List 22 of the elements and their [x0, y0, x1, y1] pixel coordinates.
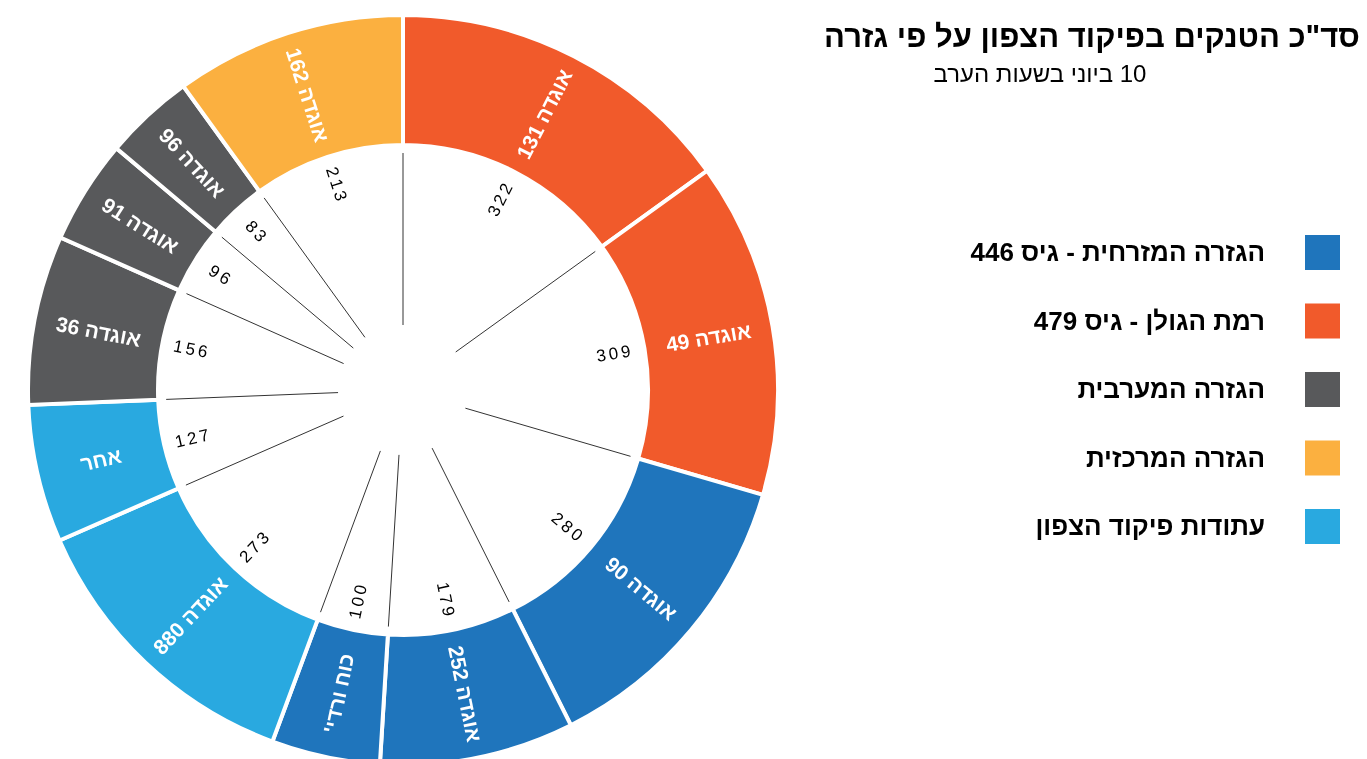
text: סד"כ הטנקים בפיקוד הצפון על פי גזרה — [824, 19, 1360, 54]
data-label: 213 — [322, 164, 352, 207]
text: 10 ביוני בשעות הערב — [933, 60, 1147, 87]
slice-label: אוגדה 131 — [511, 65, 577, 163]
slice-label: אוגדה 49 — [664, 318, 753, 357]
data-label: 179 — [432, 580, 460, 621]
slice-label: אוגדה 252 — [443, 643, 486, 744]
data-label: 83 — [241, 216, 273, 248]
data-label: 309 — [594, 341, 635, 367]
data-label: 280 — [547, 508, 589, 547]
data-label: 127 — [173, 424, 214, 452]
slice-label: אחר — [78, 443, 124, 476]
data-label: 156 — [171, 336, 212, 363]
legend: הגזרה המזרחית - גיס 446 רמת הגולן - גיס 479 הגזרה המערבית הגזרה המרכזית עתודות פיקוד הצפון — [970, 235, 1340, 544]
slice-label: אוגדה 162 — [281, 45, 334, 145]
data-label: 100 — [345, 580, 372, 621]
data-label: 322 — [484, 177, 518, 220]
slice-label: אוגדה 36 — [54, 312, 143, 351]
slice-label: כוח ורדי' — [319, 651, 359, 736]
slice-label: אוגדה 90 — [600, 552, 682, 625]
data-label: 96 — [205, 261, 237, 291]
slice-label: אוגדה 880 — [148, 572, 232, 659]
